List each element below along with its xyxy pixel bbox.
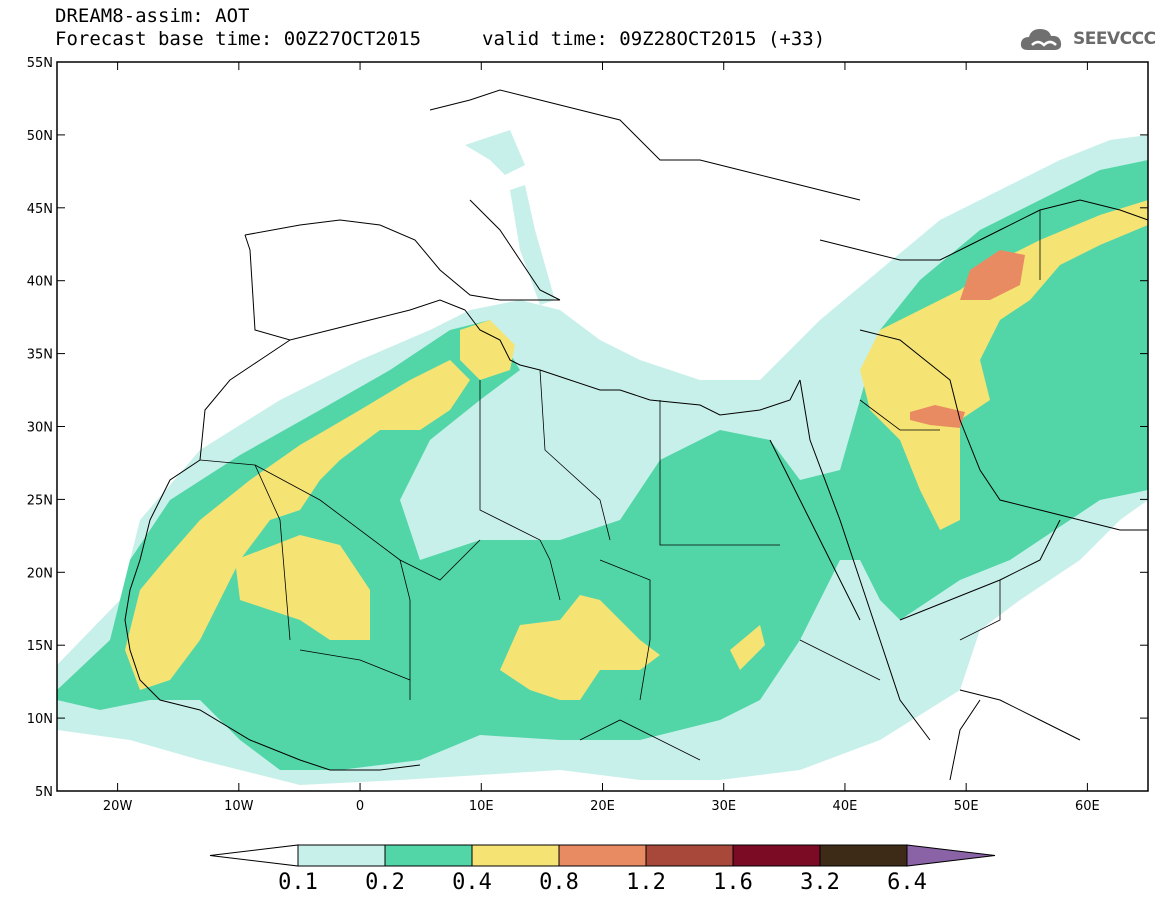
- colorbar-label: 6.4: [887, 870, 927, 895]
- title-line-3: valid time: 09Z28OCT2015 (+33): [482, 28, 826, 50]
- lon-tick-label: 30E: [711, 799, 736, 814]
- lat-tick-label: 10N: [27, 712, 53, 727]
- lat-tick-label: 35N: [27, 348, 53, 363]
- colorbar-box: [471, 844, 560, 867]
- colorbar: [209, 844, 996, 867]
- colorbar-label: 1.6: [713, 870, 753, 895]
- lat-tick-label: 20N: [27, 566, 53, 581]
- title-line-1: DREAM8-assim: AOT: [55, 5, 250, 27]
- lon-tick-label: 60E: [1075, 799, 1100, 814]
- lon-tick-label: 20W: [103, 799, 133, 814]
- lon-tick-label: 10E: [469, 799, 494, 814]
- colorbar-label: 0.4: [452, 870, 492, 895]
- lat-tick-label: 15N: [27, 639, 53, 654]
- lat-tick-label: 40N: [27, 275, 53, 290]
- cloud-icon: [1020, 29, 1062, 50]
- lat-tick-label: 5N: [35, 785, 53, 800]
- coastlines: [124, 89, 1148, 781]
- colorbar-label: 1.2: [626, 870, 666, 895]
- colorbar-box: [732, 844, 821, 867]
- colorbar-box: [819, 844, 908, 867]
- lat-tick-label: 55N: [27, 56, 53, 71]
- longitude-axis: 20W 10W 0 10E 20E 30E 40E 50E 60E: [103, 62, 1100, 814]
- lat-tick-label: 30N: [27, 421, 53, 436]
- colorbar-low-arrow: [209, 844, 299, 867]
- seevccc-logo: SEEVCCC: [1018, 22, 1156, 56]
- colorbar-box: [645, 844, 734, 867]
- colorbar-box: [297, 844, 386, 867]
- lat-tick-label: 45N: [27, 202, 53, 217]
- lon-tick-label: 10W: [224, 799, 254, 814]
- lat-tick-label: 50N: [27, 129, 53, 144]
- colorbar-label: 3.2: [800, 870, 840, 895]
- lon-tick-label: 0: [356, 799, 364, 814]
- logo-text: SEEVCCC: [1073, 29, 1156, 49]
- colorbar-label: 0.8: [539, 870, 579, 895]
- latitude-axis: 55N 50N 45N 40N 35N 30N 25N 20N 15N 10N 5N: [27, 56, 1148, 800]
- title-line-2: Forecast base time: 00Z27OCT2015: [55, 28, 422, 50]
- borders: [199, 210, 1041, 761]
- lon-tick-label: 20E: [590, 799, 615, 814]
- aot-shading: [57, 130, 1148, 785]
- lon-tick-label: 50E: [954, 799, 979, 814]
- colorbar-label: 0.1: [278, 870, 318, 895]
- colorbar-label: 0.2: [365, 870, 405, 895]
- colorbar-box: [384, 844, 473, 867]
- lon-tick-label: 40E: [833, 799, 858, 814]
- aot-level-0.4: [125, 360, 470, 690]
- colorbar-high-arrow: [906, 844, 996, 867]
- lat-tick-label: 25N: [27, 493, 53, 508]
- aot-level-0.8: [960, 250, 1025, 300]
- colorbar-box: [558, 844, 647, 867]
